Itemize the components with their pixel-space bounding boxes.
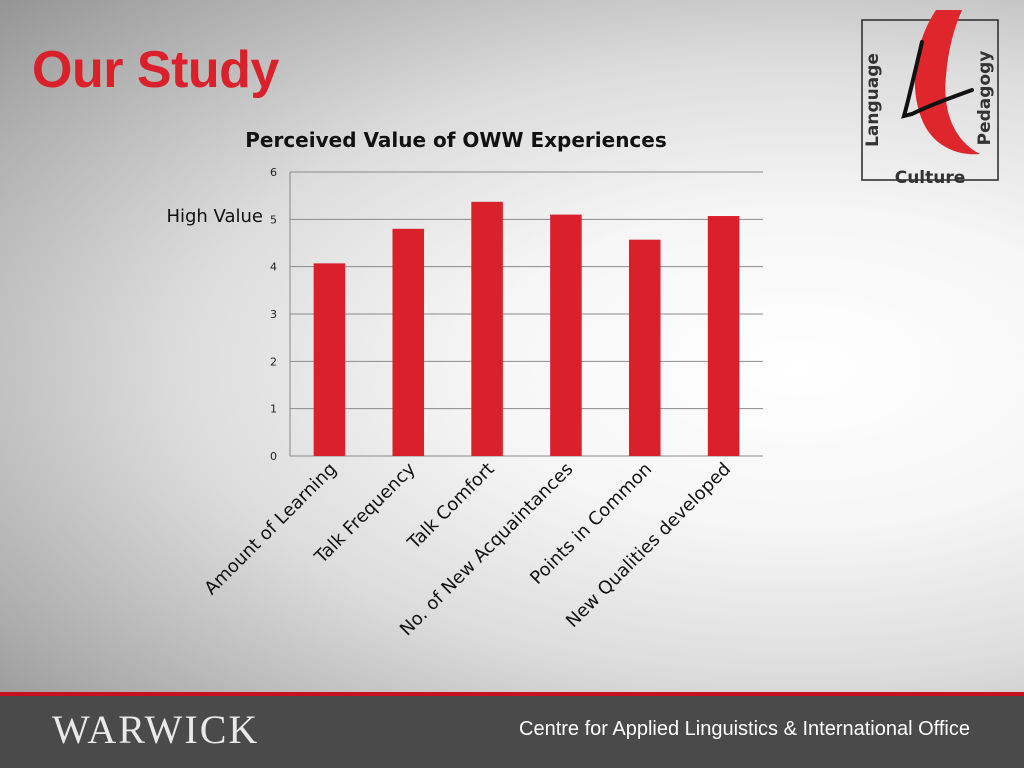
bar bbox=[628, 239, 661, 456]
bar-chart: Perceived Value of OWW Experiences High … bbox=[166, 128, 763, 640]
footer: WARWICK Centre for Applied Linguistics &… bbox=[0, 692, 1024, 768]
chart-title: Perceived Value of OWW Experiences bbox=[245, 128, 667, 152]
x-tick-label: New Qualities developed bbox=[562, 459, 735, 632]
y-tick-label: 3 bbox=[270, 308, 277, 321]
footer-text: Centre for Applied Linguistics & Interna… bbox=[519, 718, 970, 740]
bar bbox=[471, 201, 503, 456]
high-value-annotation: High Value bbox=[166, 206, 263, 227]
logo-word-language: Language bbox=[863, 53, 883, 147]
y-tick-label: 2 bbox=[270, 355, 277, 368]
bar bbox=[392, 228, 425, 456]
logo-l-glyph bbox=[901, 40, 974, 119]
warwick-wordmark: WARWICK bbox=[52, 707, 260, 752]
y-tick-label: 1 bbox=[270, 403, 277, 416]
logo-word-culture: Culture bbox=[895, 168, 966, 186]
bar bbox=[707, 216, 740, 456]
x-tick-label: Amount of Learning bbox=[200, 459, 340, 599]
bars bbox=[313, 201, 740, 456]
y-axis-ticks: 0 1 2 3 4 5 6 bbox=[270, 166, 277, 463]
slide-title: Our Study bbox=[32, 41, 279, 99]
y-tick-label: 4 bbox=[270, 261, 277, 274]
logo-word-pedagogy: Pedagogy bbox=[975, 51, 995, 146]
y-tick-label: 6 bbox=[270, 166, 277, 179]
logo-frame bbox=[861, 19, 999, 181]
language-culture-pedagogy-logo: Language Culture Pedagogy bbox=[861, 10, 999, 186]
logo-swoosh bbox=[914, 10, 980, 155]
gridlines bbox=[290, 171, 763, 457]
bar bbox=[313, 263, 346, 456]
bar bbox=[550, 214, 582, 456]
y-tick-label: 0 bbox=[270, 450, 277, 463]
y-tick-label: 5 bbox=[270, 213, 277, 226]
